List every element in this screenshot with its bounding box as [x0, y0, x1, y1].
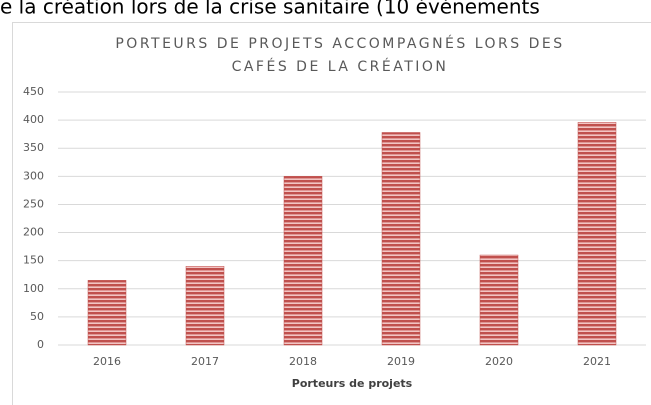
- y-tick-label: 100: [23, 282, 44, 295]
- y-tick-label: 0: [37, 338, 44, 351]
- chart: PORTEURS DE PROJETS ACCOMPAGNÉS LORS DES…: [23, 35, 646, 390]
- chart-frame: [12, 22, 651, 405]
- bar: [479, 254, 519, 346]
- y-tick-label: 250: [23, 197, 44, 210]
- bar: [381, 132, 421, 346]
- y-tick-label: 200: [23, 226, 44, 239]
- bar: [577, 122, 617, 346]
- y-tick-label: 400: [23, 113, 44, 126]
- x-axis-label: Porteurs de projets: [292, 377, 413, 390]
- y-tick-label: 350: [23, 141, 44, 154]
- x-tick-label: 2018: [289, 355, 317, 368]
- caption: e la création lors de la crise sanitaire…: [0, 0, 540, 19]
- bar: [87, 280, 127, 346]
- y-tick-label: 300: [23, 169, 44, 182]
- y-tick-label: 50: [30, 310, 44, 323]
- x-tick-label: 2016: [93, 355, 121, 368]
- x-tick-label: 2017: [191, 355, 219, 368]
- bar: [283, 176, 323, 346]
- x-tick-label: 2020: [485, 355, 513, 368]
- chart-title: PORTEURS DE PROJETS ACCOMPAGNÉS LORS DES: [115, 35, 564, 52]
- chart-title: CAFÉS DE LA CRÉATION: [232, 58, 449, 75]
- x-tick-label: 2021: [583, 355, 611, 368]
- bar: [185, 266, 225, 346]
- x-tick-label: 2019: [387, 355, 415, 368]
- y-tick-label: 150: [23, 254, 44, 267]
- y-tick-label: 450: [23, 85, 44, 98]
